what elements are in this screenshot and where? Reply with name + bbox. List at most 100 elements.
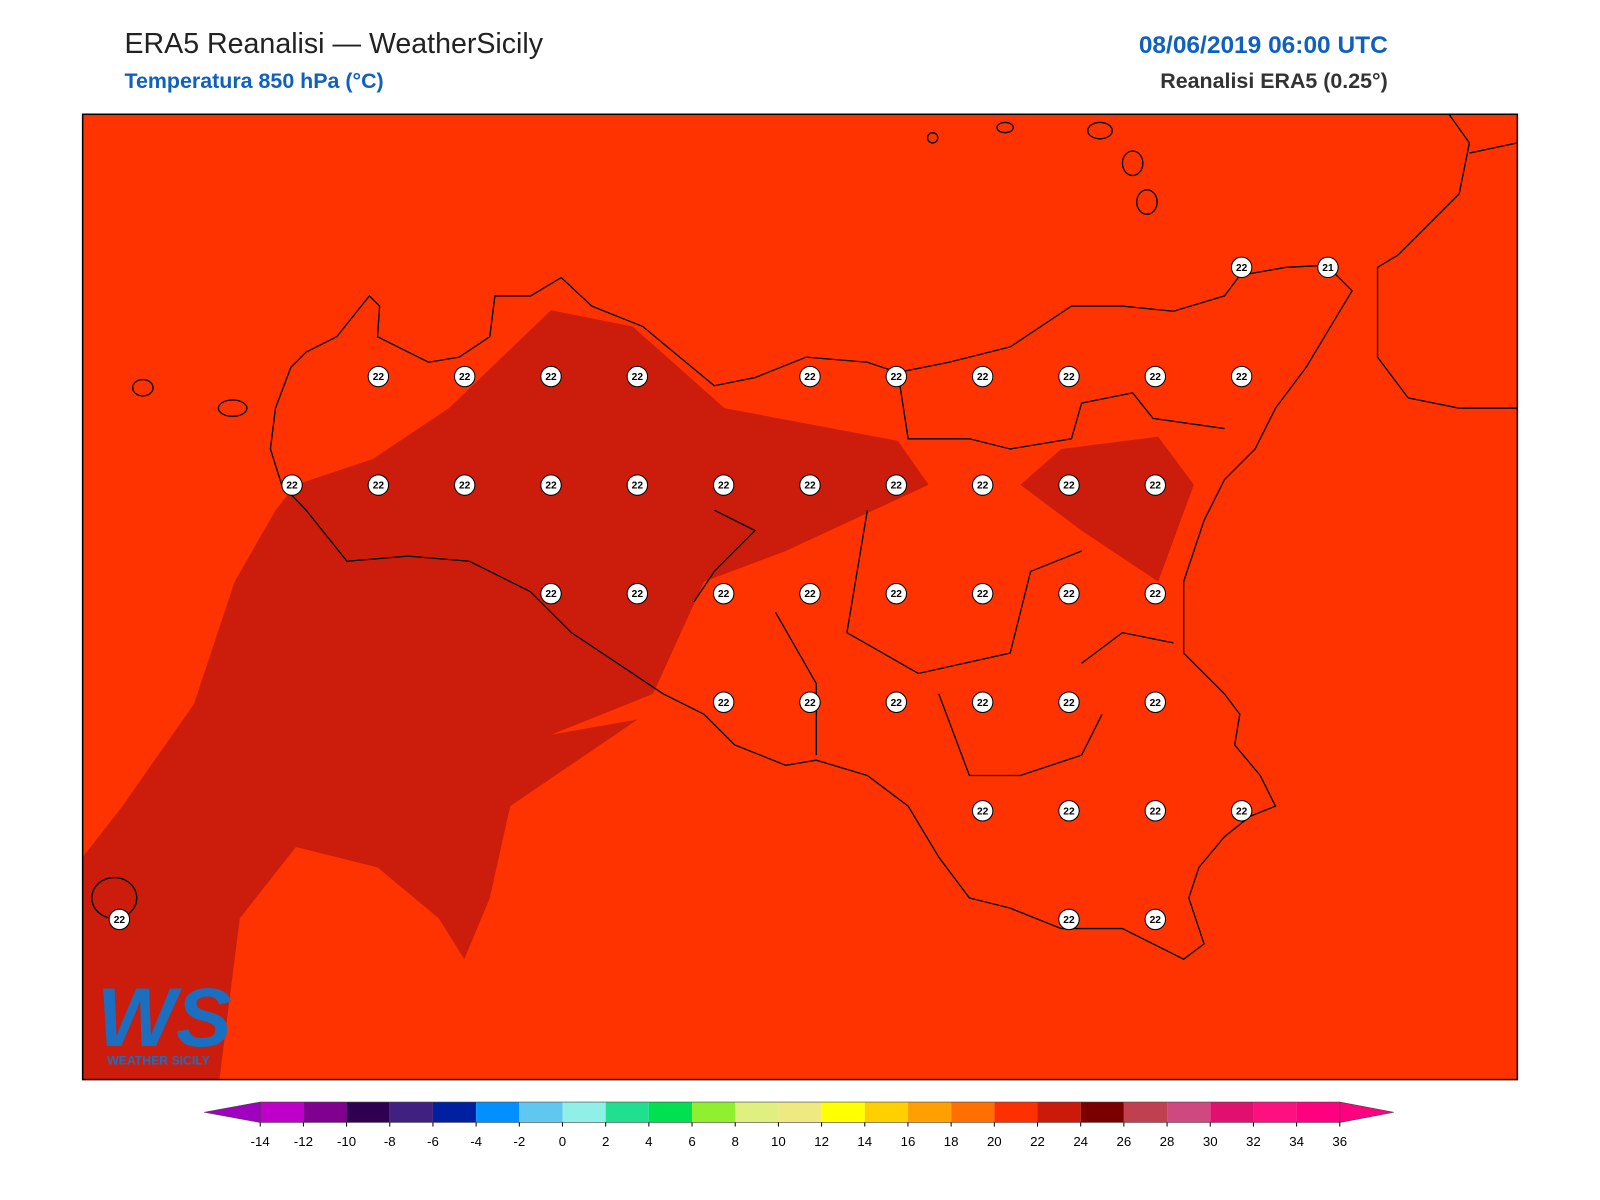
marker-circle xyxy=(108,908,131,931)
marker-value: 22 xyxy=(977,372,989,383)
marker-value: 22 xyxy=(632,589,644,600)
colorbar-label: 18 xyxy=(944,1134,959,1149)
marker-value: 22 xyxy=(459,481,471,492)
colorbar-label: 20 xyxy=(987,1134,1002,1149)
marker-value: 22 xyxy=(891,589,903,600)
marker-value: 22 xyxy=(1063,372,1075,383)
marker-circle xyxy=(1144,691,1167,713)
point-marker: 22 xyxy=(1144,582,1167,605)
marker-value: 22 xyxy=(1063,698,1075,709)
point-marker: 22 xyxy=(712,474,735,496)
source: Reanalisi ERA5 (0.25°) xyxy=(1160,69,1387,93)
marker-value: 22 xyxy=(1236,806,1248,817)
marker-circle xyxy=(626,582,649,605)
colorbar-bin xyxy=(951,1102,995,1123)
point-marker: 22 xyxy=(626,582,649,605)
marker-circle xyxy=(540,582,562,605)
coastline xyxy=(1376,113,1518,409)
marker-value: 22 xyxy=(718,589,730,600)
marker-value: 22 xyxy=(1236,263,1248,274)
marker-circle xyxy=(885,582,908,605)
marker-value: 21 xyxy=(1322,263,1334,274)
point-marker: 22 xyxy=(712,691,735,713)
colorbar-bin xyxy=(562,1102,606,1123)
point-marker: 22 xyxy=(971,365,994,388)
point-marker: 22 xyxy=(453,365,476,388)
colorbar-bin xyxy=(303,1102,347,1123)
point-marker: 22 xyxy=(626,474,649,496)
colorbar-bin xyxy=(389,1102,433,1123)
marker-circle xyxy=(712,474,735,496)
marker-circle xyxy=(1058,582,1080,605)
colorbar-bin xyxy=(821,1102,865,1123)
point-marker: 22 xyxy=(799,691,821,713)
coastline xyxy=(1469,142,1518,154)
point-marker: 22 xyxy=(1058,582,1080,605)
point-marker: 22 xyxy=(1144,474,1167,496)
marker-value: 22 xyxy=(977,589,989,600)
point-marker: 22 xyxy=(799,582,821,605)
point-marker: 22 xyxy=(1058,474,1080,496)
colorbar-bin xyxy=(735,1102,779,1123)
logo: WS xyxy=(97,970,232,1064)
colorbar-over xyxy=(1339,1101,1394,1123)
point-marker: 22 xyxy=(1144,365,1167,388)
marker-circle xyxy=(971,365,994,388)
point-marker: 22 xyxy=(971,582,994,605)
point-marker: 22 xyxy=(281,474,303,496)
title: ERA5 Reanalisi — WeatherSicily xyxy=(124,28,543,60)
point-marker: 22 xyxy=(1230,256,1253,279)
colorbar-label: 26 xyxy=(1117,1134,1132,1149)
point-marker: 22 xyxy=(108,908,131,931)
province-border xyxy=(693,372,1225,777)
colorbar-bin xyxy=(994,1102,1038,1123)
point-marker: 22 xyxy=(1058,800,1080,822)
colorbar-label: -8 xyxy=(384,1134,396,1149)
date: 08/06/2019 06:00 UTC xyxy=(1139,32,1388,59)
marker-value: 22 xyxy=(1150,372,1162,383)
point-marker: 22 xyxy=(1144,800,1167,822)
colorbar-label: -12 xyxy=(294,1134,313,1149)
marker-circle xyxy=(971,474,994,496)
marker-circle xyxy=(1144,582,1167,605)
marker-value: 22 xyxy=(1063,481,1075,492)
point-marker: 22 xyxy=(367,474,390,496)
marker-value: 22 xyxy=(1063,806,1075,817)
point-marker: 22 xyxy=(1230,365,1253,388)
coastline xyxy=(269,264,1353,960)
point-marker: 22 xyxy=(971,474,994,496)
marker-circle xyxy=(367,474,390,496)
marker-value: 22 xyxy=(545,372,557,383)
colorbar-label: 34 xyxy=(1289,1134,1304,1149)
island xyxy=(1136,189,1158,215)
point-marker: 22 xyxy=(540,582,562,605)
marker-circle xyxy=(1058,365,1080,388)
marker-value: 22 xyxy=(373,481,385,492)
marker-value: 22 xyxy=(1236,372,1248,383)
point-marker: 22 xyxy=(971,800,994,822)
marker-value: 22 xyxy=(977,806,989,817)
colorbar-bin xyxy=(1037,1102,1081,1123)
point-marker: 22 xyxy=(971,691,994,713)
marker-circle xyxy=(1058,800,1080,822)
warm-region xyxy=(1020,436,1194,582)
colorbar-label: -4 xyxy=(470,1134,482,1149)
island xyxy=(996,121,1014,134)
colorbar-label: 32 xyxy=(1246,1134,1261,1149)
point-marker: 22 xyxy=(626,365,649,388)
subtitle: Temperatura 850 hPa (°C) xyxy=(124,69,383,93)
marker-circle xyxy=(626,474,649,496)
marker-circle xyxy=(1144,365,1167,388)
marker-value: 22 xyxy=(891,372,903,383)
colorbar-bin xyxy=(1167,1102,1211,1123)
marker-value: 22 xyxy=(114,915,126,926)
colorbar-bin xyxy=(778,1102,822,1123)
marker-value: 22 xyxy=(1063,589,1075,600)
colorbar-bin xyxy=(260,1102,304,1123)
colorbar-bin xyxy=(1253,1102,1297,1123)
warm-region xyxy=(82,310,929,1080)
marker-value: 22 xyxy=(286,481,298,492)
map: 22 21 22 22 22 22 22 22 22 22 22 22 22 22 22 22 22 22 22 22… xyxy=(81,113,1519,1081)
marker-circle xyxy=(971,691,994,713)
marker-value: 22 xyxy=(718,481,730,492)
